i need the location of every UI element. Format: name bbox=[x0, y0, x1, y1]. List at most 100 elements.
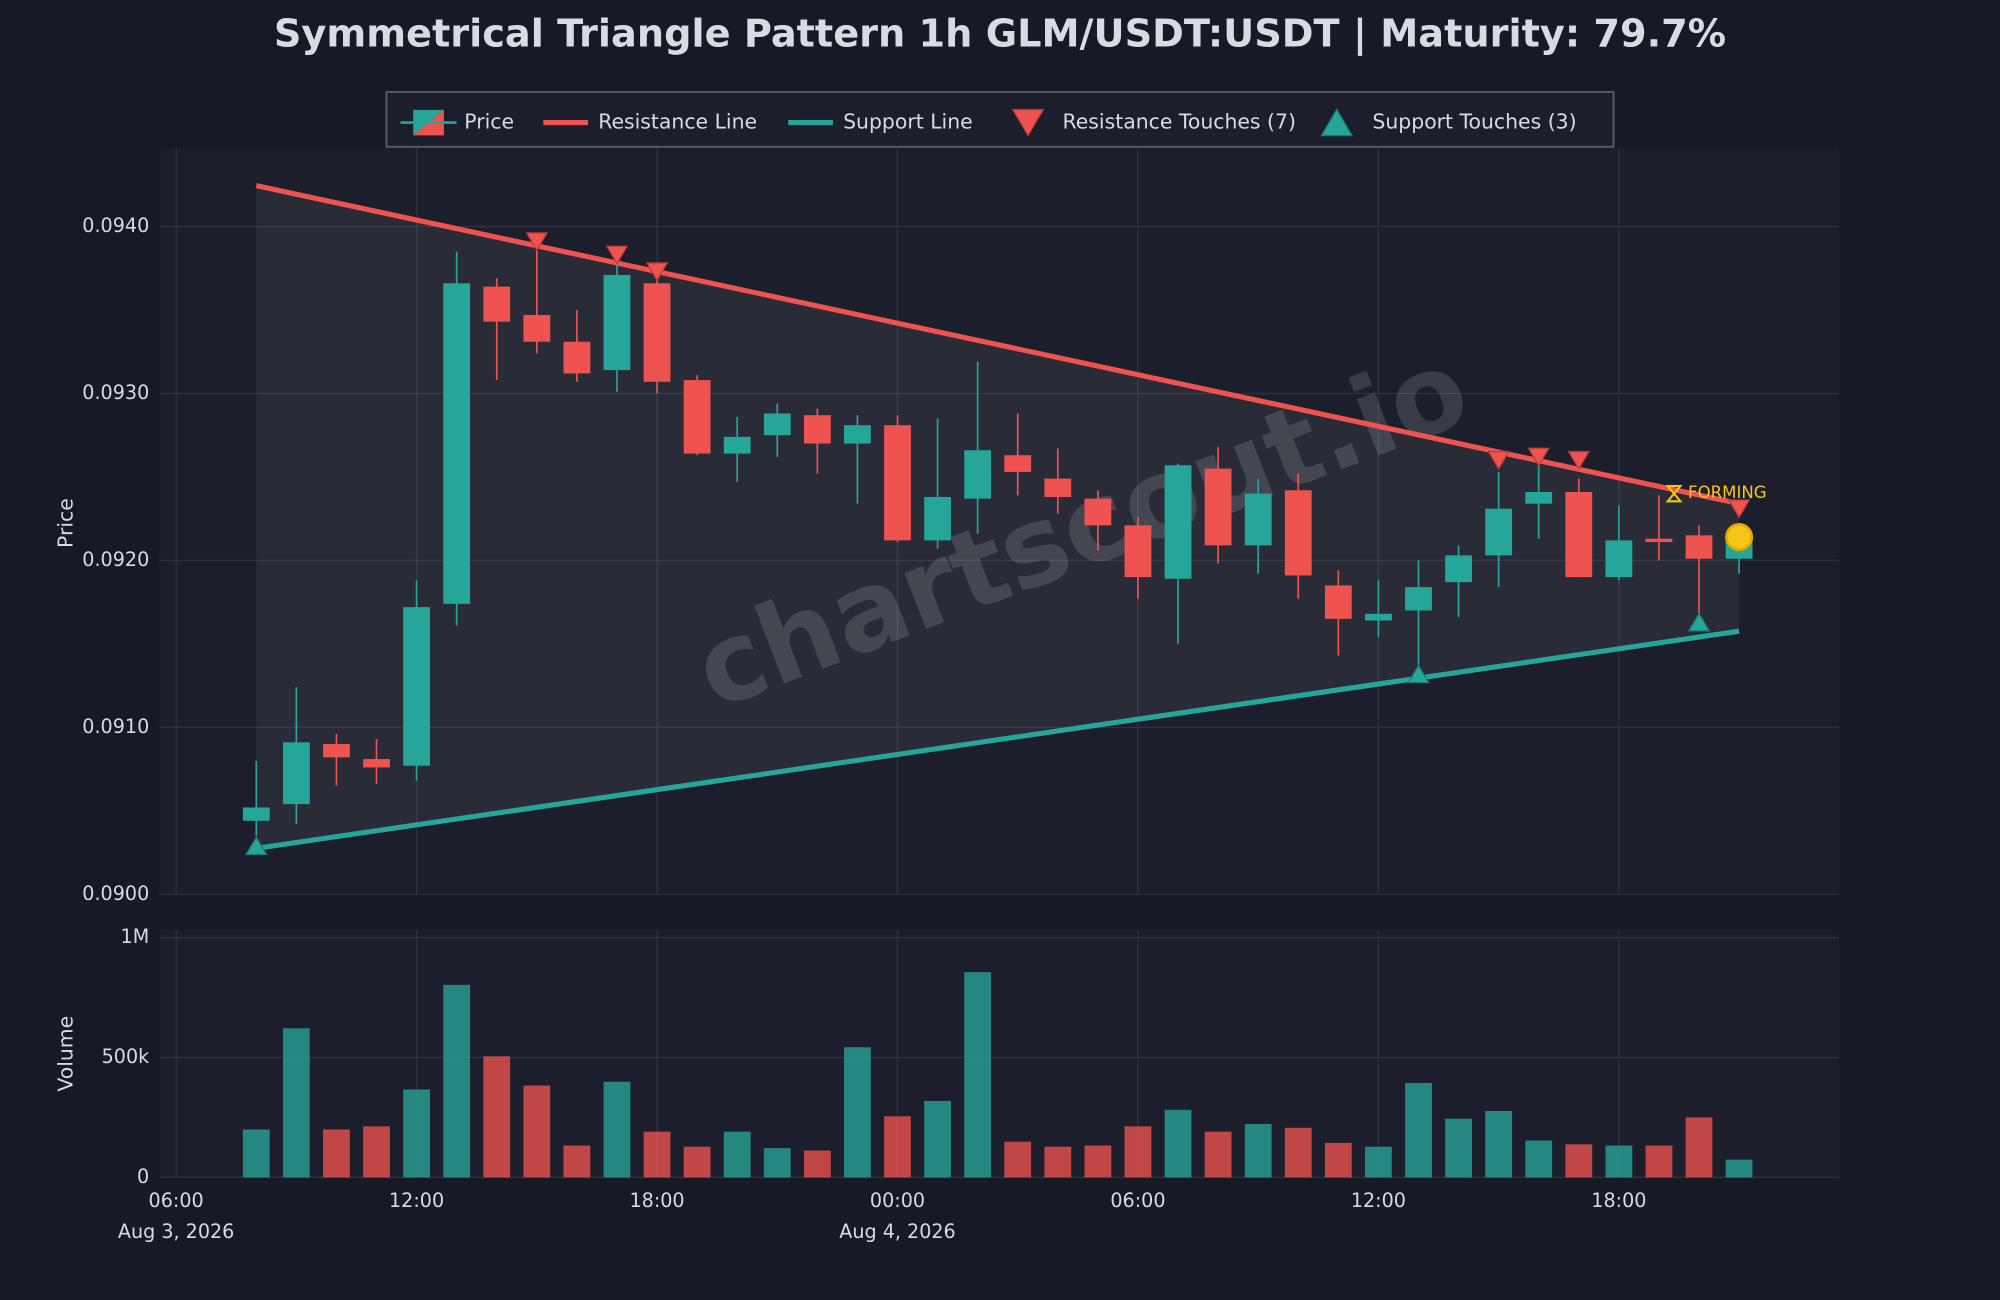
volume-bar bbox=[1244, 1123, 1272, 1178]
volume-bar bbox=[1725, 1159, 1753, 1178]
legend-label: Price bbox=[464, 110, 514, 134]
volume-bar bbox=[763, 1148, 791, 1178]
candle-body bbox=[1685, 535, 1713, 559]
volume-bar bbox=[603, 1081, 631, 1178]
touch-marker bbox=[1527, 447, 1551, 467]
volume-bar bbox=[1645, 1145, 1673, 1178]
y-tick-label: 0.0930 bbox=[82, 381, 149, 404]
candle-body bbox=[1405, 587, 1432, 611]
candle-body bbox=[723, 436, 751, 454]
volume-bar bbox=[1124, 1126, 1152, 1178]
volume-bar bbox=[683, 1146, 711, 1178]
volume-bar bbox=[1525, 1140, 1553, 1178]
hourglass-icon bbox=[1665, 484, 1683, 503]
volume-bar bbox=[443, 984, 471, 1178]
candle-body bbox=[603, 274, 631, 371]
candle-body bbox=[1004, 455, 1032, 472]
volume-bar bbox=[1445, 1118, 1472, 1178]
touch-marker bbox=[1567, 450, 1591, 471]
touch-marker bbox=[645, 262, 669, 282]
volume-bar bbox=[1044, 1146, 1072, 1178]
volume-bar bbox=[1324, 1142, 1352, 1178]
volume-bar bbox=[323, 1129, 350, 1178]
x-tick-label: 12:00 bbox=[1351, 1189, 1406, 1212]
candle-body bbox=[1605, 540, 1633, 578]
y-axis-label: Volume bbox=[53, 1016, 77, 1092]
volume-bar bbox=[282, 1028, 310, 1178]
volume-bar bbox=[1004, 1141, 1032, 1178]
x-tick-label: 18:00 bbox=[1591, 1189, 1646, 1212]
x-tick-label: 06:00 bbox=[1110, 1189, 1165, 1212]
y-axis-label: Price bbox=[53, 498, 77, 548]
legend-icon bbox=[1011, 108, 1045, 137]
y-tick-label: 1M bbox=[121, 925, 150, 948]
forming-label: FORMING bbox=[1688, 483, 1767, 502]
candle-body bbox=[1124, 525, 1152, 578]
legend-box bbox=[385, 91, 1615, 148]
touch-marker bbox=[605, 245, 629, 265]
candle-body bbox=[763, 413, 791, 436]
candle-body bbox=[242, 807, 270, 821]
touch-marker bbox=[1727, 499, 1751, 519]
trend-line bbox=[255, 628, 1740, 851]
candle-body bbox=[1244, 493, 1272, 546]
volume-bar bbox=[1204, 1131, 1232, 1178]
volume-bar bbox=[363, 1126, 390, 1178]
y-tick-label: 0.0910 bbox=[82, 715, 149, 738]
x-tick-label: 00:00 bbox=[870, 1189, 925, 1212]
volume-bar bbox=[1605, 1145, 1633, 1178]
volume-bar bbox=[483, 1056, 511, 1178]
legend-label: Resistance Line bbox=[598, 110, 757, 134]
candle-body bbox=[1324, 585, 1352, 619]
legend-label: Resistance Touches (7) bbox=[1063, 110, 1296, 134]
touch-marker bbox=[1487, 450, 1510, 471]
legend-label: Support Touches (3) bbox=[1372, 110, 1576, 134]
candle-body bbox=[323, 744, 350, 758]
touch-marker bbox=[1407, 663, 1430, 684]
volume-bar bbox=[723, 1131, 751, 1178]
candle-body bbox=[1645, 538, 1673, 543]
volume-bar bbox=[1084, 1145, 1112, 1178]
volume-bar bbox=[884, 1116, 911, 1178]
candle-body bbox=[1204, 468, 1232, 546]
candle-body bbox=[483, 286, 511, 322]
candle-body bbox=[523, 315, 551, 342]
candle-body bbox=[1164, 465, 1192, 579]
candle-body bbox=[443, 283, 471, 604]
candle-body bbox=[1485, 508, 1513, 556]
x-tick-label: 18:00 bbox=[629, 1189, 684, 1212]
x-tick-label: 06:00 bbox=[149, 1189, 204, 1212]
volume-bar bbox=[643, 1131, 671, 1178]
candle-body bbox=[924, 496, 951, 541]
touch-marker bbox=[244, 835, 268, 856]
price-panel bbox=[159, 148, 1840, 895]
candle-body bbox=[1565, 491, 1593, 578]
volume-bar bbox=[924, 1100, 951, 1178]
volume-bar bbox=[1164, 1109, 1192, 1178]
candle-body bbox=[803, 415, 831, 444]
y-tick-label: 500k bbox=[102, 1045, 151, 1068]
candle-body bbox=[403, 607, 430, 766]
candle-body bbox=[1044, 478, 1072, 497]
touch-marker bbox=[525, 232, 549, 252]
volume-bar bbox=[964, 972, 992, 1178]
y-tick-label: 0.0920 bbox=[82, 548, 149, 571]
volume-panel bbox=[159, 929, 1840, 1178]
x-tick-date: Aug 4, 2026 bbox=[839, 1220, 955, 1243]
candle-body bbox=[683, 380, 711, 454]
candle-body bbox=[1525, 491, 1553, 504]
volume-bar bbox=[1365, 1146, 1392, 1178]
candle-body bbox=[884, 425, 911, 541]
legend-icon bbox=[1320, 108, 1354, 137]
volume-bar bbox=[242, 1129, 270, 1178]
volume-bar bbox=[1405, 1082, 1432, 1178]
candle-body bbox=[282, 742, 310, 805]
volume-bar bbox=[523, 1085, 551, 1178]
volume-bar bbox=[1485, 1111, 1513, 1178]
candle-body bbox=[363, 759, 390, 768]
candle-body bbox=[1365, 613, 1392, 621]
trend-line bbox=[255, 183, 1740, 507]
forming-marker bbox=[1725, 523, 1754, 552]
